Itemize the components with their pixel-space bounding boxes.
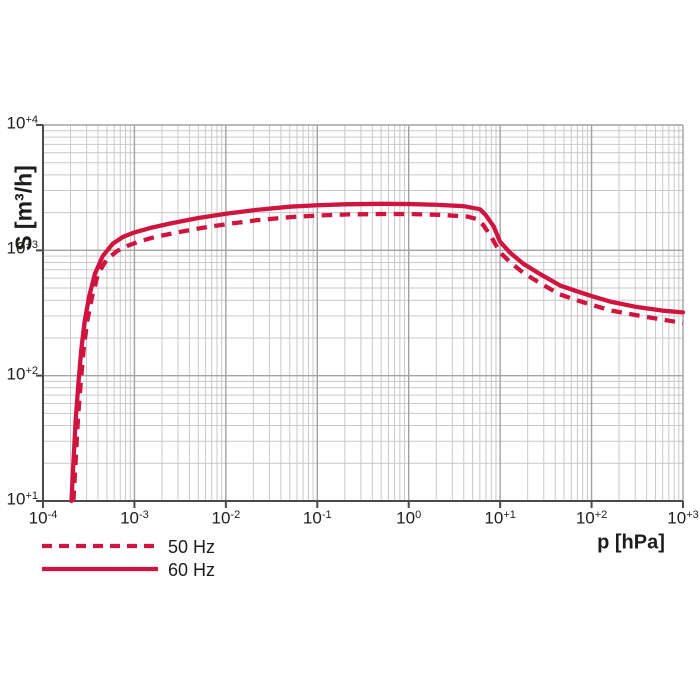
y-tick-label: 10+3 xyxy=(6,238,38,258)
x-tick-label: 10-3 xyxy=(120,508,149,528)
x-tick-label: 10-2 xyxy=(211,508,241,528)
axis-ticks xyxy=(36,124,684,508)
x-axis-title: p [hPa] xyxy=(597,531,665,554)
x-tick-label: 100 xyxy=(396,508,422,528)
y-tick-label: 10+1 xyxy=(6,489,38,509)
x-tick-label: 10+1 xyxy=(484,508,516,528)
y-tick-label: 10+2 xyxy=(6,364,38,384)
legend-label-50hz: 50 Hz xyxy=(168,537,216,557)
y-tick-label: 10+4 xyxy=(6,113,38,133)
curve-60hz xyxy=(69,201,686,504)
x-tick-label: 10-4 xyxy=(28,508,58,528)
x-tick-label: 10+2 xyxy=(575,508,608,528)
legend-label-60hz: 60 Hz xyxy=(168,560,216,580)
x-tick-label: 10+3 xyxy=(667,508,699,528)
grid-minor xyxy=(43,125,683,501)
x-tick-label: 10-1 xyxy=(302,508,332,528)
